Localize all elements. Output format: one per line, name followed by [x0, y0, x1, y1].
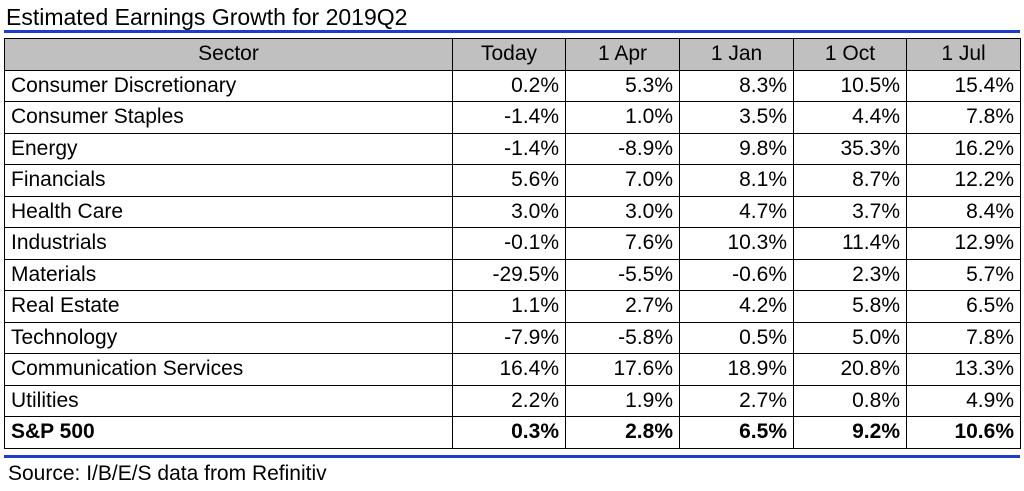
value-cell: 3.0%: [565, 195, 680, 228]
value-cell: 7.8%: [906, 321, 1021, 354]
value-cell: 10.6%: [906, 416, 1021, 449]
value-cell: 10.3%: [679, 227, 794, 260]
value-cell: 7.6%: [565, 227, 680, 260]
header-1-jan: 1 Jan: [679, 38, 794, 71]
sector-cell: Financials: [4, 164, 453, 197]
sector-cell: Energy: [4, 132, 453, 165]
header-1-oct: 1 Oct: [793, 38, 907, 71]
value-cell: 9.8%: [679, 132, 794, 165]
table-row: Real Estate 1.1% 2.7% 4.2% 5.8% 6.5%: [4, 290, 1021, 323]
value-cell: 1.0%: [565, 101, 680, 134]
value-cell: 3.5%: [679, 101, 794, 134]
bottom-rule: [4, 455, 1020, 458]
value-cell: 8.3%: [679, 69, 794, 102]
value-cell: 18.9%: [679, 353, 794, 386]
value-cell: -0.1%: [452, 227, 566, 260]
sector-cell: S&P 500: [4, 416, 453, 449]
value-cell: -5.8%: [565, 321, 680, 354]
value-cell: 2.3%: [793, 258, 907, 291]
sector-cell: Materials: [4, 258, 453, 291]
table-row: S&P 500 0.3% 2.8% 6.5% 9.2% 10.6%: [4, 416, 1021, 449]
value-cell: 0.8%: [793, 384, 907, 417]
value-cell: 5.8%: [793, 290, 907, 323]
table-row: Consumer Discretionary 0.2% 5.3% 8.3% 10.5% 1…: [4, 69, 1021, 102]
table-row: Communication Services 16.4% 17.6% 18.9% 20.…: [4, 353, 1021, 386]
table-header-row: Sector Today 1 Apr 1 Jan 1 Oct 1 Jul: [4, 38, 1021, 71]
value-cell: -8.9%: [565, 132, 680, 165]
value-cell: 4.4%: [793, 101, 907, 134]
value-cell: 12.2%: [906, 164, 1021, 197]
table-row: Financials 5.6% 7.0% 8.1% 8.7% 12.2%: [4, 164, 1021, 197]
table-row: Energy -1.4% -8.9% 9.8% 35.3% 16.2%: [4, 132, 1021, 165]
value-cell: 11.4%: [793, 227, 907, 260]
value-cell: -29.5%: [452, 258, 566, 291]
value-cell: -0.6%: [679, 258, 794, 291]
value-cell: 8.7%: [793, 164, 907, 197]
top-rule: [4, 30, 1020, 33]
value-cell: 2.7%: [679, 384, 794, 417]
value-cell: 4.9%: [906, 384, 1021, 417]
value-cell: 13.3%: [906, 353, 1021, 386]
value-cell: 16.4%: [452, 353, 566, 386]
value-cell: 8.4%: [906, 195, 1021, 228]
sector-cell: Industrials: [4, 227, 453, 260]
table-row: Health Care 3.0% 3.0% 4.7% 3.7% 8.4%: [4, 195, 1021, 228]
value-cell: -1.4%: [452, 132, 566, 165]
sector-cell: Technology: [4, 321, 453, 354]
value-cell: 5.0%: [793, 321, 907, 354]
value-cell: 15.4%: [906, 69, 1021, 102]
sector-cell: Communication Services: [4, 353, 453, 386]
header-1-jul: 1 Jul: [906, 38, 1021, 71]
page-title: Estimated Earnings Growth for 2019Q2: [6, 4, 408, 30]
table-row: Utilities 2.2% 1.9% 2.7% 0.8% 4.9%: [4, 384, 1021, 417]
sector-cell: Consumer Discretionary: [4, 69, 453, 102]
table-row: Technology -7.9% -5.8% 0.5% 5.0% 7.8%: [4, 321, 1021, 354]
value-cell: 6.5%: [679, 416, 794, 449]
table-body: Consumer Discretionary 0.2% 5.3% 8.3% 10.5% 1…: [4, 69, 1021, 449]
value-cell: 10.5%: [793, 69, 907, 102]
value-cell: -5.5%: [565, 258, 680, 291]
sector-cell: Consumer Staples: [4, 101, 453, 134]
value-cell: 0.2%: [452, 69, 566, 102]
value-cell: 3.0%: [452, 195, 566, 228]
value-cell: 2.2%: [452, 384, 566, 417]
header-sector: Sector: [4, 38, 453, 71]
header-1-apr: 1 Apr: [565, 38, 680, 71]
value-cell: 3.7%: [793, 195, 907, 228]
earnings-table: Sector Today 1 Apr 1 Jan 1 Oct 1 Jul Con…: [4, 38, 1021, 449]
value-cell: 7.8%: [906, 101, 1021, 134]
table-row: Consumer Staples -1.4% 1.0% 3.5% 4.4% 7.8%: [4, 101, 1021, 134]
sector-cell: Health Care: [4, 195, 453, 228]
value-cell: 12.9%: [906, 227, 1021, 260]
header-today: Today: [452, 38, 566, 71]
value-cell: 1.1%: [452, 290, 566, 323]
table-row: Materials -29.5% -5.5% -0.6% 2.3% 5.7%: [4, 258, 1021, 291]
value-cell: 4.2%: [679, 290, 794, 323]
value-cell: 0.5%: [679, 321, 794, 354]
value-cell: 6.5%: [906, 290, 1021, 323]
value-cell: 20.8%: [793, 353, 907, 386]
value-cell: -7.9%: [452, 321, 566, 354]
value-cell: 5.6%: [452, 164, 566, 197]
value-cell: 7.0%: [565, 164, 680, 197]
value-cell: 5.3%: [565, 69, 680, 102]
value-cell: 0.3%: [452, 416, 566, 449]
source-note: Source: I/B/E/S data from Refinitiv: [8, 462, 327, 485]
table-row: Industrials -0.1% 7.6% 10.3% 11.4% 12.9%: [4, 227, 1021, 260]
value-cell: 16.2%: [906, 132, 1021, 165]
value-cell: 5.7%: [906, 258, 1021, 291]
value-cell: 2.8%: [565, 416, 680, 449]
value-cell: 1.9%: [565, 384, 680, 417]
value-cell: 9.2%: [793, 416, 907, 449]
sector-cell: Real Estate: [4, 290, 453, 323]
value-cell: 17.6%: [565, 353, 680, 386]
value-cell: 4.7%: [679, 195, 794, 228]
value-cell: 2.7%: [565, 290, 680, 323]
value-cell: 8.1%: [679, 164, 794, 197]
value-cell: -1.4%: [452, 101, 566, 134]
sector-cell: Utilities: [4, 384, 453, 417]
value-cell: 35.3%: [793, 132, 907, 165]
